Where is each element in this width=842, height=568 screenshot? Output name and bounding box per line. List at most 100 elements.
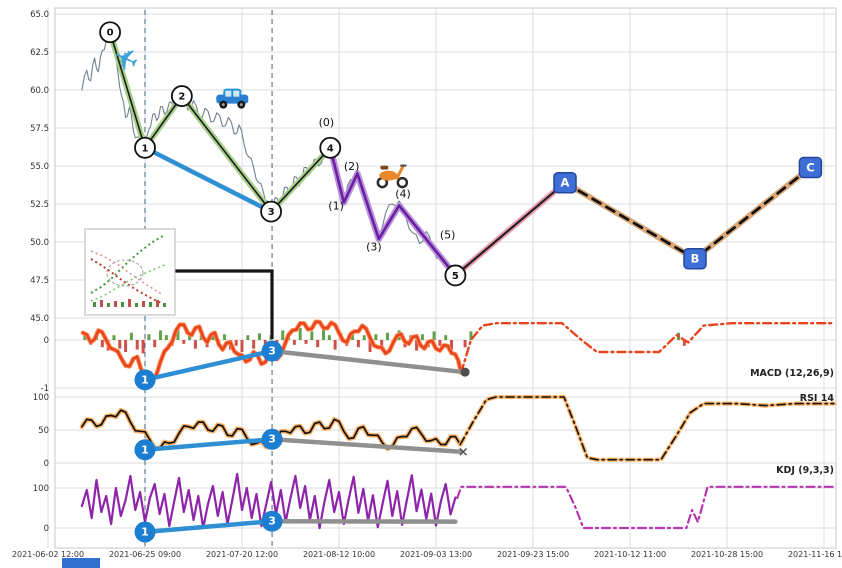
macd-histogram-bar	[112, 335, 116, 340]
svg-text:3: 3	[268, 345, 276, 358]
x-tick-label: 2021-07-20 12:00	[206, 550, 278, 559]
macd-histogram-bar	[321, 329, 325, 340]
inset-mini-bar	[100, 300, 103, 307]
y-tick-label: 52.5	[30, 200, 49, 210]
svg-text:1: 1	[142, 143, 149, 154]
svg-text:2: 2	[178, 92, 185, 103]
inset-mini-bar	[149, 302, 152, 307]
macd-histogram-bar	[129, 332, 133, 340]
rsi-point-3[interactable]: 3	[261, 428, 283, 450]
x-tick-label: 2021-09-23 15:00	[497, 550, 569, 559]
wave-marker-2[interactable]: 2	[170, 85, 193, 107]
kdj-panel-label: KDJ (9,3,3)	[776, 465, 834, 476]
macd-teacher-blue-line[interactable]	[142, 348, 275, 383]
correction-A-B-C-dashed-line-halo	[562, 164, 814, 262]
macd-histogram-bar	[292, 340, 296, 345]
subwave-label-2: (2)	[344, 160, 360, 173]
wave-marker-0[interactable]: 0	[99, 21, 121, 44]
inset-mini-bar	[114, 301, 117, 307]
trend-1-3-blue-line[interactable]	[142, 145, 274, 214]
rsi-projection-line	[459, 396, 835, 461]
rsi-panel-label: RSI 14	[799, 393, 834, 404]
macd-histogram-bar	[135, 340, 139, 350]
subwave-4-5-purple-line	[328, 146, 457, 277]
macd-point-1[interactable]: 1	[134, 369, 156, 391]
inset-mini-bar	[107, 303, 110, 307]
kdj-point-1[interactable]: 1	[134, 521, 156, 543]
y-tick-label: 0	[44, 336, 49, 346]
svg-text:1: 1	[141, 526, 149, 539]
y-tick-label: -1	[41, 384, 49, 394]
macd-histogram-bar	[415, 340, 419, 351]
y-tick-label: 50.0	[30, 238, 49, 248]
y-tick-label: 65.0	[30, 10, 49, 20]
macd-histogram-bar	[153, 340, 157, 348]
inset-mini-line	[90, 263, 168, 302]
macd-projection-line	[460, 322, 835, 374]
macd-histogram-bar	[316, 340, 320, 348]
macd-histogram-bar	[234, 340, 238, 346]
x-tick-label: 2021-06-02 12:00	[12, 550, 84, 559]
wave-marker-5[interactable]: 5	[444, 264, 467, 287]
wave-marker-4[interactable]: 4	[319, 136, 342, 159]
kdj-teacher-blue-line[interactable]	[142, 518, 275, 535]
y-tick-label: 0	[44, 524, 49, 534]
macd-histogram-bar	[193, 340, 197, 349]
inset-mini-line	[90, 250, 164, 296]
correction-A-B-C-dashed-line	[563, 166, 812, 261]
macd-histogram-bar	[333, 340, 337, 350]
macd-histogram-bar	[100, 340, 104, 348]
macd-histogram-bar	[432, 331, 436, 340]
svg-text:3: 3	[268, 433, 276, 446]
macd-teacher-gray-line[interactable]	[269, 348, 468, 375]
macd-histogram-bar	[240, 340, 244, 352]
macd-histogram-bar	[463, 340, 467, 348]
macd-histogram-bar	[147, 334, 151, 340]
rsi-teacher-blue-line[interactable]	[142, 436, 275, 453]
macd-histogram-bar	[362, 335, 366, 340]
kdj-projection-line	[456, 485, 835, 530]
rsi-projection-line-halo	[458, 394, 836, 462]
wave-marker-1[interactable]: 1	[134, 136, 156, 159]
rsi-end-cross: ×	[458, 445, 469, 460]
scooter-icon	[376, 164, 409, 189]
rsi-teacher-gray-line[interactable]	[269, 436, 464, 455]
inset-mini-bar	[93, 302, 96, 307]
subwave-label-5: (5)	[440, 228, 456, 241]
macd-histogram-bar	[223, 334, 227, 340]
wave-marker-3[interactable]: 3	[260, 200, 283, 223]
wave-marker-B[interactable]: B	[683, 247, 707, 270]
svg-text:1: 1	[141, 443, 149, 456]
wave-marker-A[interactable]: A	[553, 171, 577, 194]
macd-histogram-bar	[176, 329, 180, 340]
bottom-blue-bar[interactable]	[62, 558, 100, 568]
macd-histogram-bar	[257, 333, 261, 340]
inset-mini-bar	[128, 299, 131, 307]
kdj-point-3[interactable]: 3	[261, 510, 283, 532]
macd-histogram-bar	[380, 340, 384, 349]
svg-text:B: B	[691, 252, 700, 266]
inset-mini-bar	[121, 302, 124, 307]
subwave-label-3: (3)	[366, 241, 382, 254]
macd-histogram-bar	[374, 334, 378, 340]
y-tick-label: 45.0	[30, 314, 49, 324]
y-tick-label: 50	[38, 426, 49, 436]
inset-mini-bar	[156, 300, 159, 307]
rsi-point-1[interactable]: 1	[134, 439, 156, 461]
macd-histogram-bar	[420, 334, 424, 340]
subwave-label-4: (4)	[395, 187, 411, 200]
macd-histogram-bar	[368, 340, 372, 352]
y-tick-label: 100	[33, 484, 49, 494]
macd-panel-label: MACD (12,26,9)	[750, 368, 834, 379]
subwave-label-0: (0)	[319, 116, 335, 129]
y-tick-label: 60.0	[30, 86, 49, 96]
svg-text:5: 5	[452, 271, 459, 282]
macd-point-3[interactable]: 3	[261, 340, 283, 362]
macd-histogram-bar	[182, 340, 186, 344]
wave-marker-C[interactable]: C	[798, 156, 823, 179]
inset-mini-bar	[135, 303, 138, 307]
macd-histogram-bar	[310, 331, 314, 340]
svg-text:C: C	[806, 161, 814, 175]
